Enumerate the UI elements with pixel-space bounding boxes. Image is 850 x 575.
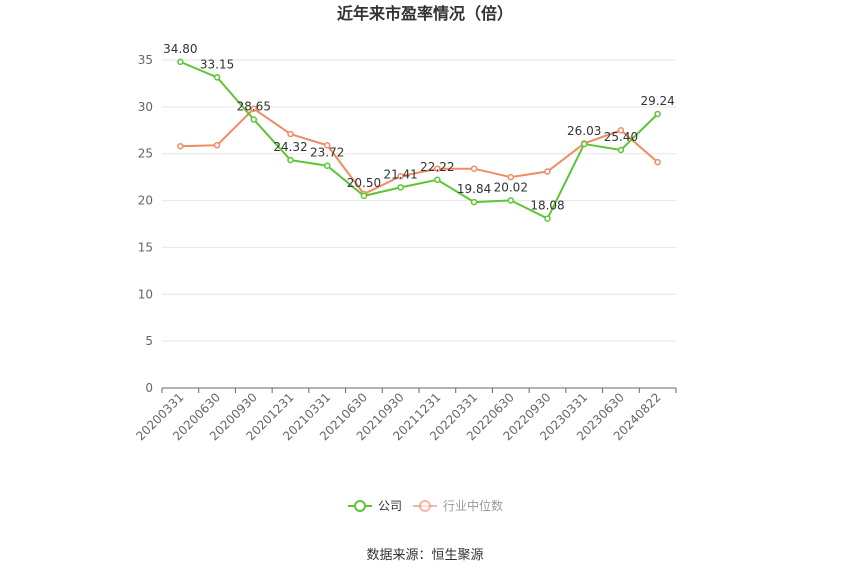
y-tick-label: 10	[138, 287, 153, 301]
y-axis: 0 5 10 15 20 25 30 35	[138, 53, 153, 395]
data-point	[434, 176, 441, 184]
data-label: 23.72	[310, 146, 344, 160]
data-point	[397, 172, 404, 180]
y-tick-label: 0	[145, 381, 153, 395]
x-axis: 2020033120200630202009302020123120210331…	[133, 387, 677, 443]
data-point	[177, 142, 184, 150]
data-point	[323, 142, 331, 149]
series-line-industry-median	[180, 107, 659, 196]
data-point	[470, 165, 478, 172]
series-line-company	[179, 60, 659, 220]
data-label: 33.15	[200, 57, 234, 71]
data-point	[397, 184, 404, 191]
series-group	[177, 58, 661, 222]
grid-lines	[162, 59, 676, 342]
data-point	[617, 146, 625, 154]
data-point	[177, 58, 184, 66]
legend-item-industry-median[interactable]: 行业中位数	[413, 498, 503, 513]
data-point	[654, 110, 661, 118]
data-point	[654, 158, 661, 166]
data-source: 数据来源：恒生聚源	[366, 548, 483, 563]
data-point	[617, 127, 625, 134]
data-label: 20.50	[347, 176, 381, 190]
data-point	[287, 156, 294, 164]
data-point	[544, 168, 551, 175]
legend-item-company[interactable]: 公司	[348, 499, 402, 513]
chart-title: 近年来市盈率情况（倍）	[337, 4, 513, 23]
y-tick-label: 25	[138, 147, 153, 161]
data-point	[323, 162, 331, 169]
data-label: 19.84	[457, 182, 491, 196]
y-tick-label: 30	[138, 100, 153, 114]
data-point	[507, 197, 515, 204]
y-tick-label: 35	[138, 53, 153, 67]
data-label: 22.22	[420, 160, 454, 174]
y-tick-label: 15	[138, 240, 153, 254]
data-label: 25.40	[604, 130, 638, 144]
data-point	[250, 105, 258, 112]
data-point	[470, 198, 478, 206]
legend-label-company: 公司	[378, 499, 402, 513]
data-label: 18.08	[530, 199, 564, 213]
y-tick-label: 5	[145, 334, 153, 348]
legend-label-industry-median: 行业中位数	[443, 498, 503, 513]
data-label: 24.32	[273, 140, 307, 154]
data-label: 34.80	[163, 42, 197, 56]
data-point	[250, 116, 258, 123]
data-label: 29.24	[640, 94, 674, 108]
data-point	[360, 192, 368, 200]
data-point	[287, 130, 294, 138]
data-point	[213, 142, 221, 149]
data-point	[213, 74, 221, 81]
data-point	[544, 215, 551, 222]
data-point	[580, 140, 588, 148]
data-label: 28.65	[237, 100, 271, 114]
data-point	[434, 165, 441, 172]
data-label: 20.02	[494, 180, 528, 194]
legend[interactable]: 公司 行业中位数	[348, 498, 503, 513]
data-point	[507, 173, 515, 181]
data-label: 21.41	[383, 167, 417, 181]
y-tick-label: 20	[138, 194, 153, 208]
data-label: 26.03	[567, 124, 601, 138]
